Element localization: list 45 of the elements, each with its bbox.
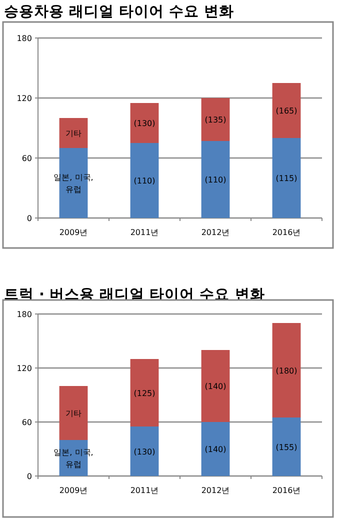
y-tick-label: 0 <box>26 472 32 481</box>
x-tick-label: 2016년 <box>272 228 301 237</box>
bar <box>201 422 230 476</box>
y-tick-label: 180 <box>16 310 32 319</box>
x-tick-label: 2009년 <box>59 486 88 495</box>
x-tick-label: 2012년 <box>201 486 230 495</box>
y-tick-label: 120 <box>16 94 32 103</box>
bar <box>272 323 301 418</box>
bar <box>201 98 230 141</box>
series-label: 기타 <box>66 409 82 418</box>
bar <box>130 359 159 426</box>
bar <box>130 103 159 143</box>
x-tick-label: 2012년 <box>201 228 230 237</box>
annotation: (140) <box>204 382 226 391</box>
y-tick-label: 60 <box>22 418 32 427</box>
annotation: (165) <box>276 106 298 116</box>
series-label: 기타 <box>66 129 82 138</box>
bar <box>130 426 159 476</box>
annotation: (140) <box>204 445 226 454</box>
annotation: (155) <box>276 442 298 452</box>
y-tick-label: 120 <box>16 364 32 373</box>
bar <box>272 83 301 138</box>
annotation: (125) <box>134 388 156 398</box>
bar <box>59 118 88 148</box>
x-tick-label: 2011년 <box>130 486 159 495</box>
x-tick-label: 2016년 <box>272 486 301 495</box>
annotation: (180) <box>276 366 298 376</box>
annotation: (110) <box>134 176 156 186</box>
bar <box>201 141 230 218</box>
annotation: (135) <box>204 116 226 124</box>
bar <box>272 138 301 218</box>
bar <box>130 143 159 218</box>
bar <box>201 350 230 422</box>
annotation: (130) <box>134 447 156 456</box>
y-tick-label: 60 <box>22 154 32 163</box>
annotation: (130) <box>134 119 156 128</box>
y-tick-label: 180 <box>16 34 32 43</box>
annotation: (115) <box>276 174 298 183</box>
bar <box>272 418 301 476</box>
bar <box>59 386 88 440</box>
y-tick-label: 0 <box>26 214 32 223</box>
x-tick-label: 2009년 <box>59 228 88 237</box>
x-tick-label: 2011년 <box>130 228 159 237</box>
chart-title: 승용차용 래디얼 타이어 수요 변화 <box>4 4 234 20</box>
annotation: (110) <box>204 176 226 184</box>
